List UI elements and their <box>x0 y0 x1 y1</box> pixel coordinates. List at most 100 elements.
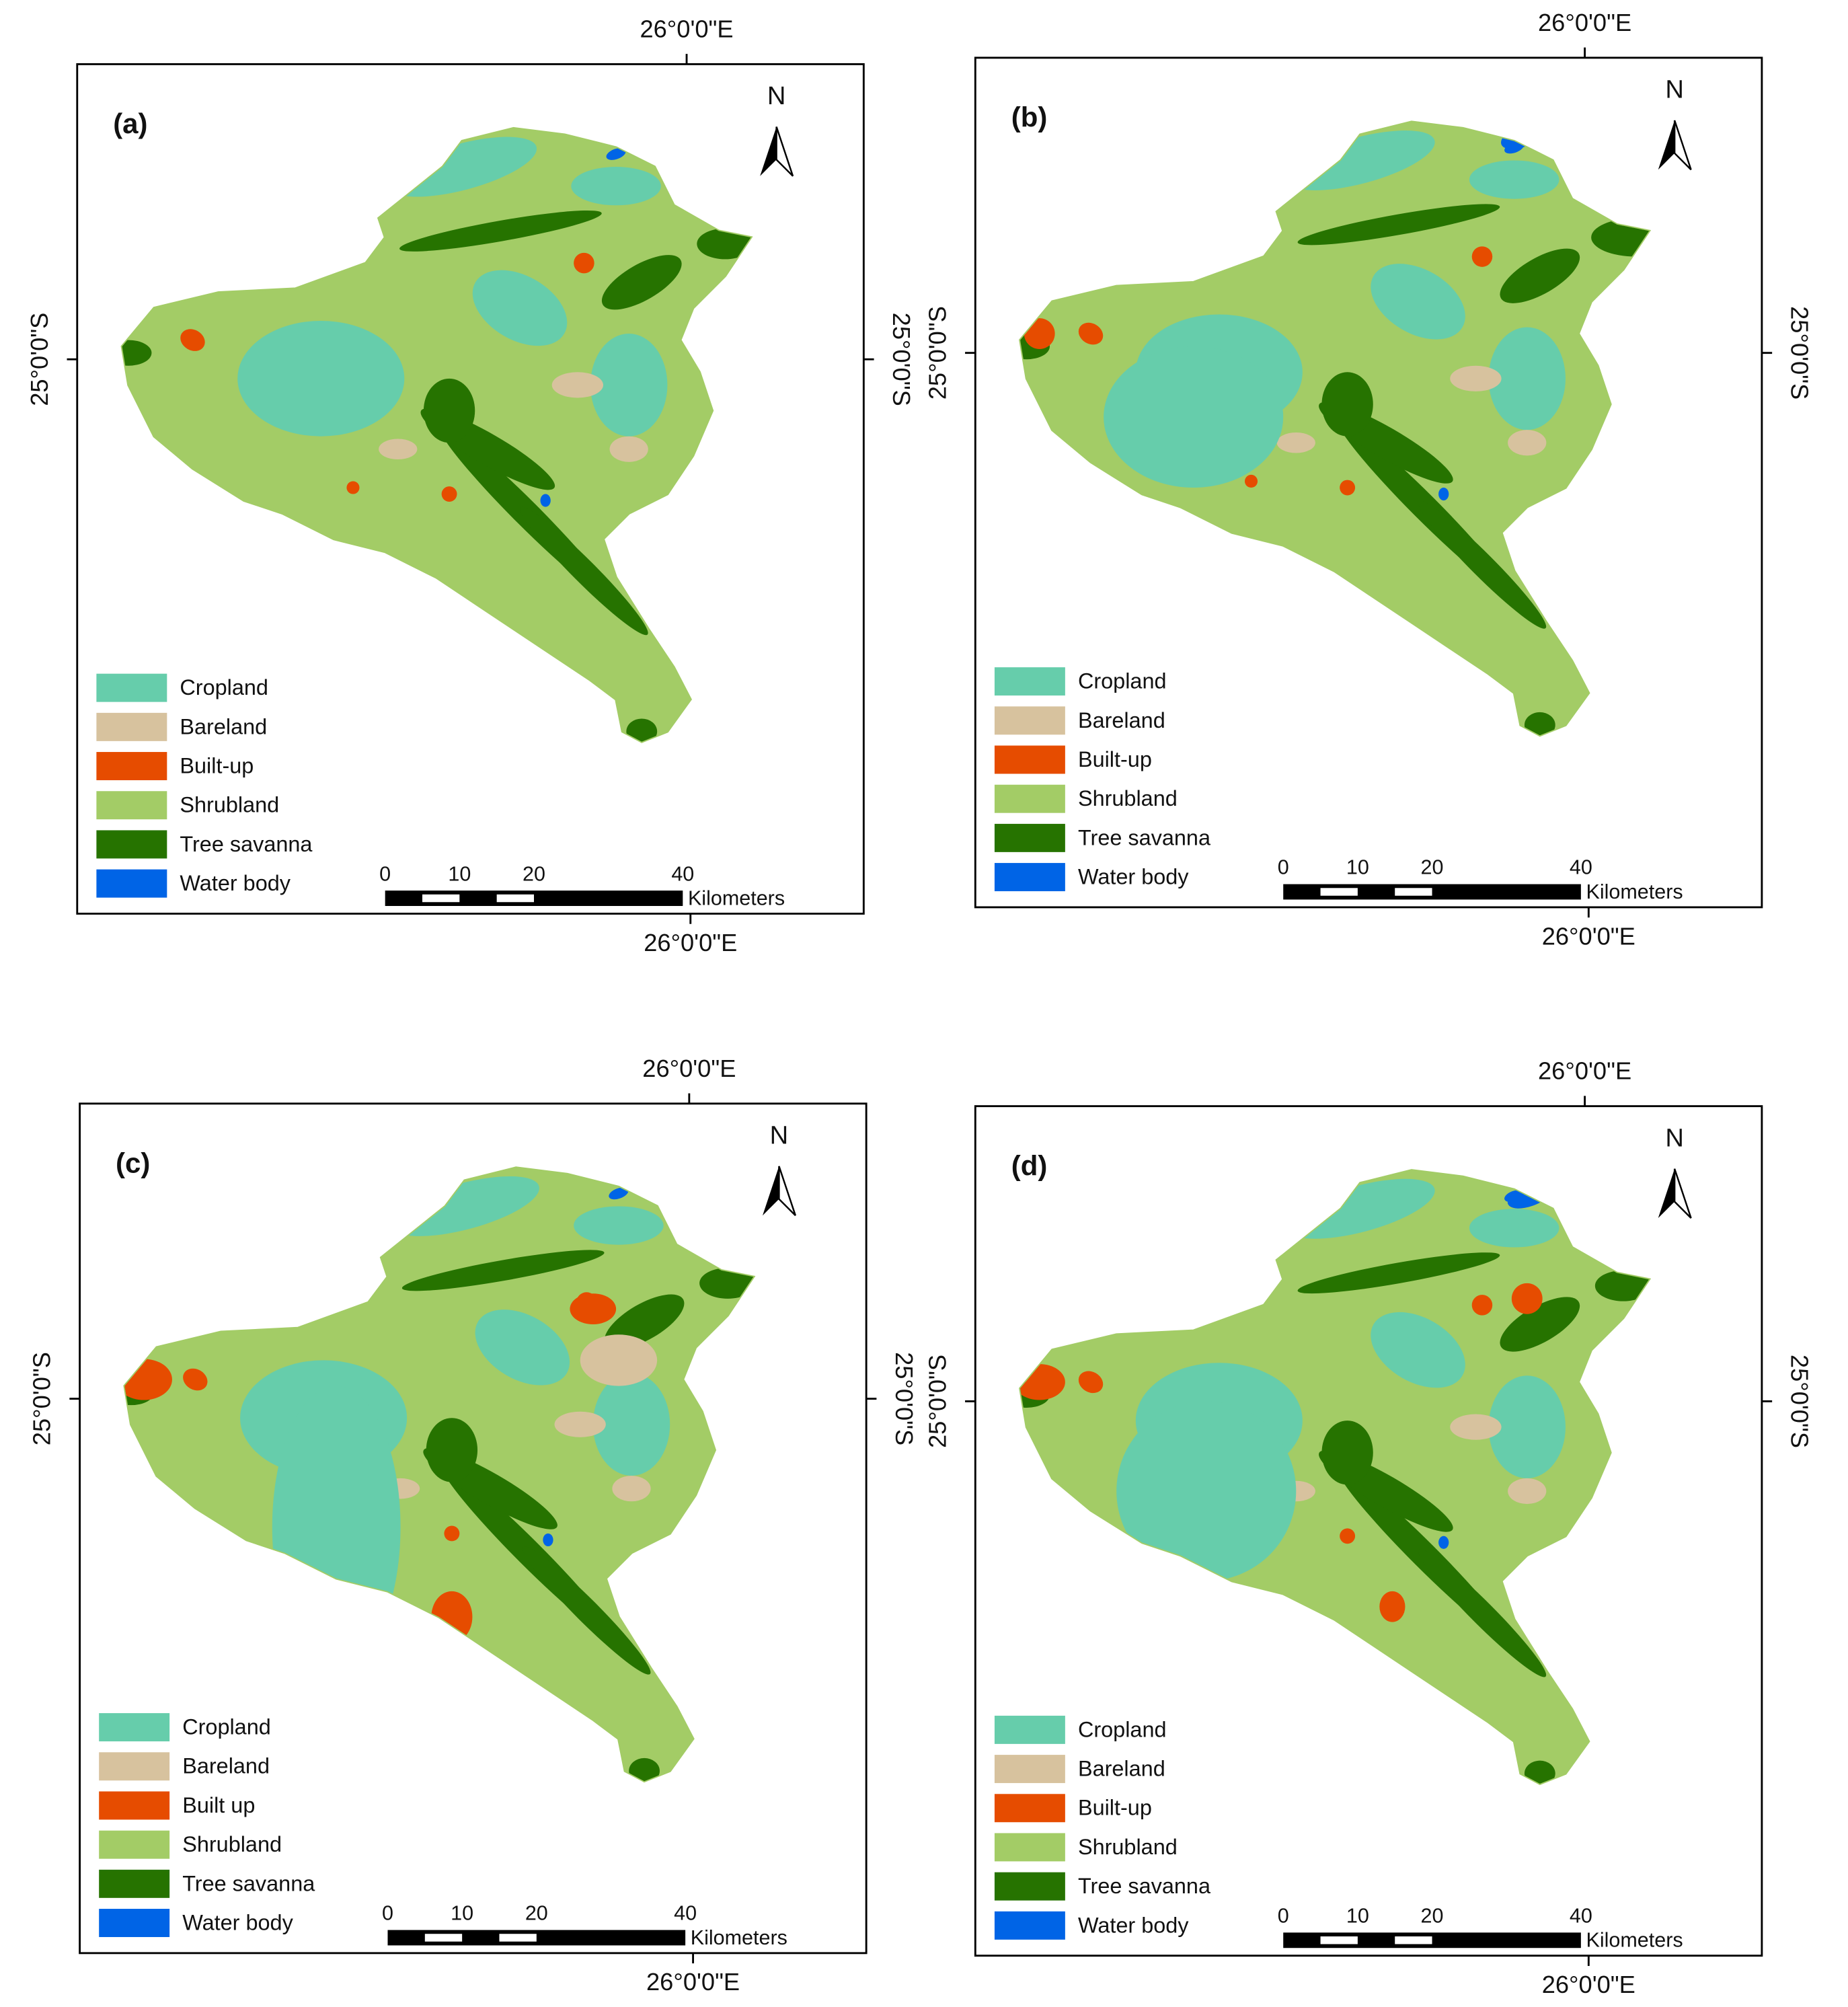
land-cover-patch <box>1591 218 1649 257</box>
legend-label: Bareland <box>182 1754 270 1778</box>
scale-bar-segment <box>1320 888 1358 896</box>
land-cover-patch <box>399 210 602 252</box>
land-cover-patch <box>1450 1414 1502 1440</box>
land-cover-patch <box>1379 1591 1406 1622</box>
legend-swatch <box>96 869 167 898</box>
scale-tick-label: 40 <box>1570 856 1592 879</box>
legend-swatch <box>994 823 1065 852</box>
map-panel: (b) N 26°0'0"E 26°0'0"E 25°0'0"S 25°0'0"S Crop… <box>923 9 1813 950</box>
right-lat-label: 25°0'0"S <box>888 313 915 406</box>
bottom-lon-label: 26°0'0"E <box>1542 922 1635 950</box>
right-lat-label: 25°0'0"S <box>1786 1355 1814 1448</box>
scale-tick-label: 0 <box>1278 1905 1289 1928</box>
scale-unit: Kilometers <box>688 887 785 910</box>
legend-label: Bareland <box>1078 1757 1165 1781</box>
land-cover-patch <box>183 1368 208 1391</box>
top-lon-label: 26°0'0"E <box>640 15 733 42</box>
land-cover-patch <box>1488 1375 1566 1478</box>
legend-swatch <box>994 1833 1065 1862</box>
right-lat-label: 25°0'0"S <box>890 1352 918 1445</box>
legend-swatch <box>96 712 167 741</box>
scale-tick-label: 40 <box>671 862 694 885</box>
bottom-lon-label: 26°0'0"E <box>644 929 737 956</box>
legend-swatch <box>96 752 167 781</box>
scale-tick-label: 40 <box>674 1902 697 1925</box>
map-panel: (a) N 26°0'0"E 26°0'0"E 25°0'0"S 25°0'0"S Crop… <box>26 15 915 956</box>
land-cover-patch <box>180 329 205 351</box>
panel-label: (b) <box>1011 102 1048 133</box>
scale-bar-segment <box>1320 1936 1358 1944</box>
land-cover-patch <box>1297 1252 1500 1294</box>
scale-bar-segment <box>1395 1936 1432 1944</box>
left-lat-label: 25°0'0"S <box>28 1352 56 1445</box>
scale-tick-label: 0 <box>1278 856 1289 879</box>
legend-label: Shrubland <box>180 793 279 817</box>
bottom-lon-label: 26°0'0"E <box>646 1968 740 1996</box>
legend-label: Cropland <box>182 1715 271 1739</box>
land-cover-patch <box>1500 248 1580 303</box>
scale-tick-label: 10 <box>1346 1905 1369 1928</box>
land-cover-patch <box>1508 1478 1547 1505</box>
legend-swatch <box>994 1755 1065 1784</box>
land-cover-patches <box>1020 125 1649 736</box>
legend-label: Tree savanna <box>182 1871 315 1895</box>
land-cover-patch <box>1285 1178 1435 1239</box>
land-cover-patch <box>540 494 551 507</box>
legend-swatch <box>99 1869 170 1898</box>
north-label: N <box>1665 75 1684 104</box>
land-cover-patch <box>699 1268 754 1299</box>
left-lat-label: 25°0'0"S <box>26 313 53 406</box>
left-lat-label: 25°0'0"S <box>923 1355 951 1448</box>
legend-label: Tree savanna <box>1078 825 1211 849</box>
scale-unit: Kilometers <box>691 1926 787 1949</box>
legend-label: Water body <box>1078 865 1189 889</box>
legend-swatch <box>994 706 1065 735</box>
panel-label: (a) <box>113 108 147 139</box>
legend-swatch <box>99 1713 170 1742</box>
scale-bar-segment <box>422 894 460 903</box>
land-cover-patch <box>609 436 648 462</box>
land-cover-patch <box>1297 204 1500 245</box>
land-cover-patch <box>592 1373 670 1476</box>
land-cover-patch <box>1116 1401 1297 1581</box>
land-cover-patch <box>1500 1297 1580 1352</box>
land-cover-patch <box>1418 1549 1547 1677</box>
land-cover-patch <box>609 1187 629 1200</box>
scale-tick-label: 10 <box>1346 856 1369 879</box>
scale-tick-label: 20 <box>1421 856 1444 879</box>
legend-label: Tree savanna <box>180 832 313 856</box>
scale-bar <box>387 1930 686 1946</box>
land-cover-patch <box>574 252 594 274</box>
legend-label: Cropland <box>180 675 268 699</box>
land-cover-patch <box>1450 365 1502 391</box>
north-arrow <box>1673 1168 1692 1219</box>
panel-label: (c) <box>116 1147 150 1178</box>
land-cover-patch <box>1511 1283 1543 1314</box>
legend-swatch <box>994 1715 1065 1744</box>
land-cover-patch <box>1471 1295 1493 1316</box>
top-lon-label: 26°0'0"E <box>1538 9 1631 36</box>
land-cover-patch <box>571 167 661 206</box>
land-cover-patch <box>423 378 475 443</box>
land-cover-patch <box>1438 488 1449 501</box>
north-arrow <box>1673 120 1692 171</box>
land-cover-patch <box>1276 432 1315 453</box>
scale-tick-label: 20 <box>525 1902 548 1925</box>
land-cover-patch <box>475 1310 570 1386</box>
legend-swatch <box>96 830 167 859</box>
legend-label: Cropland <box>1078 1717 1167 1741</box>
map-panel: (d) N 26°0'0"E 26°0'0"E 25°0'0"S 25°0'0"S Crop… <box>923 1057 1813 1998</box>
scale-tick-label: 20 <box>523 862 545 885</box>
legend-label: Shrubland <box>182 1832 282 1856</box>
scale-tick-label: 40 <box>1570 1905 1592 1928</box>
scale-bar-segment <box>1395 888 1432 896</box>
land-cover-patch <box>401 1250 605 1291</box>
scale-unit: Kilometers <box>1586 880 1683 903</box>
land-cover-patch <box>1488 327 1566 430</box>
land-cover-patch <box>520 506 648 636</box>
land-cover-patch <box>1371 264 1465 340</box>
right-lat-label: 25°0'0"S <box>1786 306 1814 400</box>
legend-label: Built-up <box>1078 747 1152 771</box>
land-cover-patch <box>543 1533 553 1547</box>
